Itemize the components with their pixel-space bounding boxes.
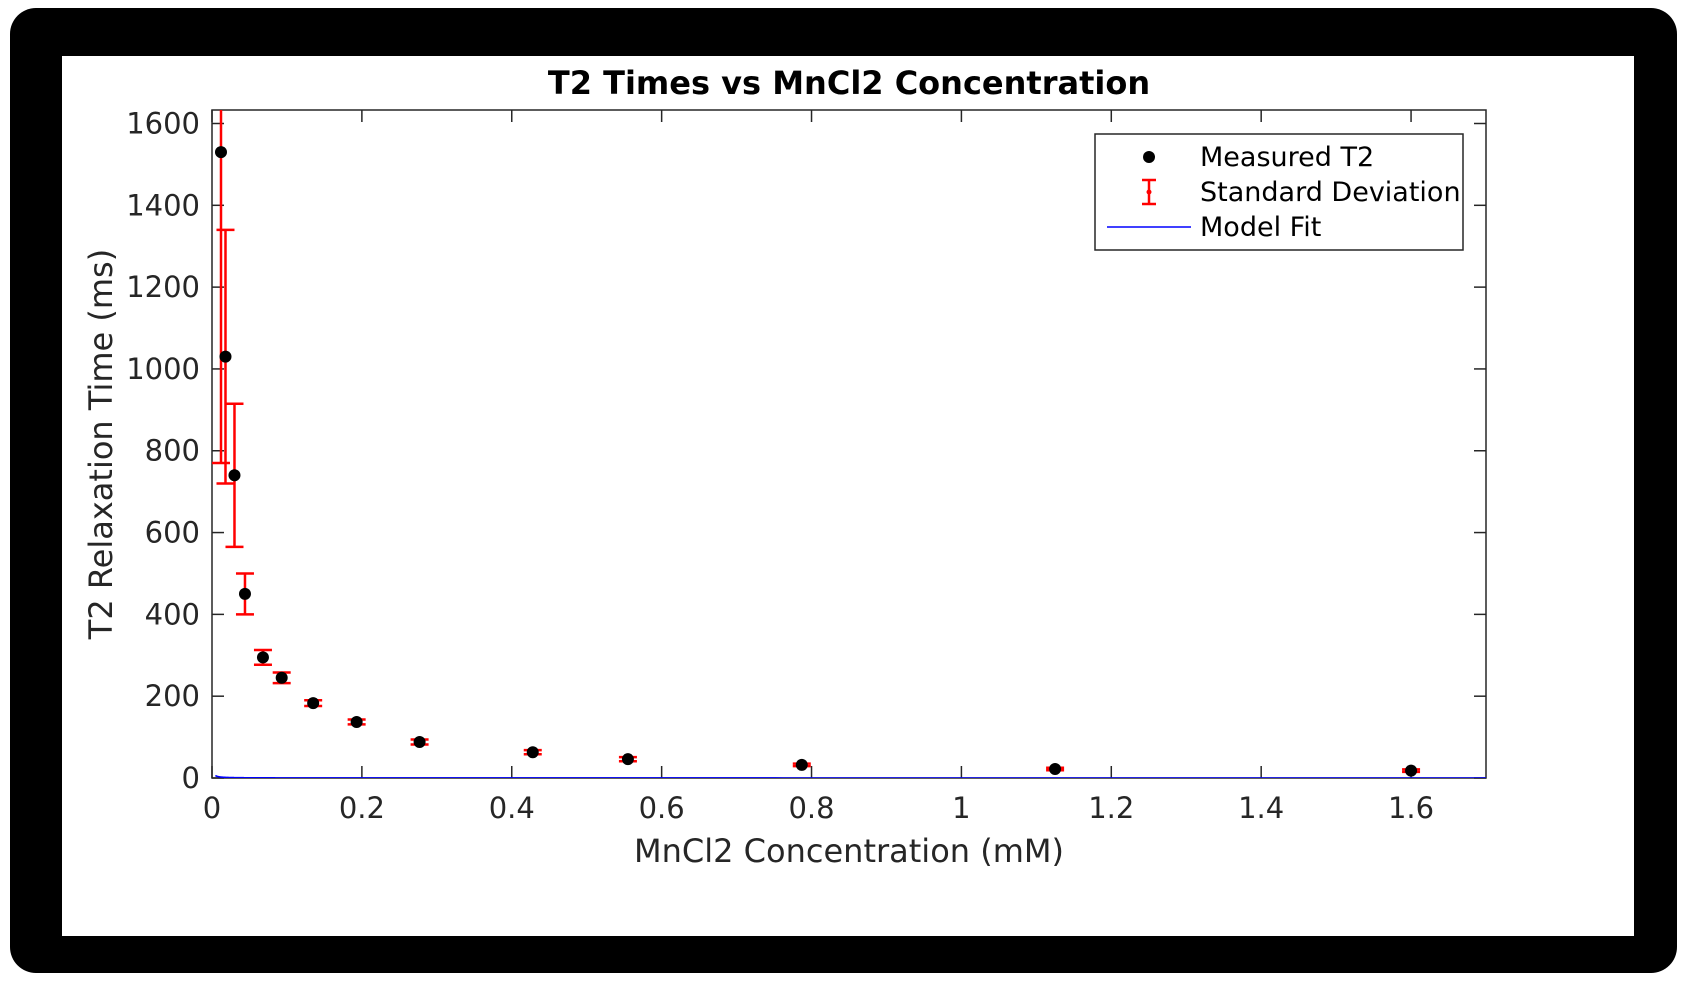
y-tick-label: 1200 [126, 270, 200, 304]
x-tick-label: 0.6 [639, 791, 685, 825]
measured-point [238, 587, 251, 600]
legend: Measured T2 Standard Deviation Model Fit [1094, 133, 1464, 251]
legend-label-fit: Model Fit [1200, 212, 1321, 243]
measured-point [1049, 763, 1062, 776]
x-tick-label: 0.2 [339, 791, 385, 825]
x-tick-label: 0.8 [788, 791, 834, 825]
measured-point [526, 746, 539, 759]
measured-point [413, 736, 426, 749]
measured-point [350, 715, 363, 728]
model-fit-series [214, 774, 1486, 778]
measured-point [621, 753, 634, 766]
x-tick-label: 1.6 [1388, 791, 1434, 825]
chart-title: T2 Times vs MnCl2 Concentration [548, 64, 1150, 102]
y-tick-label: 1000 [126, 352, 200, 386]
y-tick-label: 800 [145, 434, 200, 468]
y-tick-label: 400 [145, 597, 200, 631]
legend-label-std: Standard Deviation [1200, 177, 1461, 208]
measured-point [307, 697, 320, 710]
x-tick-label: 0 [203, 791, 221, 825]
legend-marker-measured [1143, 151, 1155, 163]
measured-series [214, 146, 1418, 777]
model-fit-line [214, 774, 1486, 778]
measured-point [795, 758, 808, 771]
figure-canvas: T2 Times vs MnCl2 Concentration 0 0.2 0.4 0… [62, 56, 1634, 936]
x-axis-title: MnCl2 Concentration (mM) [634, 832, 1064, 870]
y-tick-label: 1400 [126, 188, 200, 222]
error-bar [212, 110, 230, 465]
x-tick-label: 1.4 [1238, 791, 1284, 825]
y-tick-label: 600 [145, 516, 200, 550]
legend-box [1094, 133, 1464, 251]
t2-chart: T2 Times vs MnCl2 Concentration 0 0.2 0.4 0… [82, 64, 1487, 870]
legend-errorbar-dot [1146, 189, 1152, 195]
x-tick-label: 0.4 [489, 791, 535, 825]
measured-point [228, 469, 241, 482]
measured-point [256, 651, 269, 664]
legend-label-measured: Measured T2 [1200, 142, 1374, 173]
measured-point [1405, 764, 1418, 777]
measured-point [214, 146, 227, 159]
y-tick-label: 200 [145, 679, 200, 713]
y-tick-label: 1600 [126, 106, 200, 140]
measured-point [275, 671, 288, 684]
axis-ticks: 0 0.2 0.4 0.6 0.8 1 1.2 1.4 1.6 0 200 400 600 800 1000… [126, 106, 1486, 825]
figure-frame: T2 Times vs MnCl2 Concentration 0 0.2 0.4 0… [10, 8, 1677, 973]
y-axis-title: T2 Relaxation Time (ms) [82, 249, 120, 640]
x-tick-label: 1 [952, 791, 970, 825]
y-tick-label: 0 [182, 761, 200, 795]
measured-point [219, 350, 232, 363]
x-tick-label: 1.2 [1088, 791, 1134, 825]
